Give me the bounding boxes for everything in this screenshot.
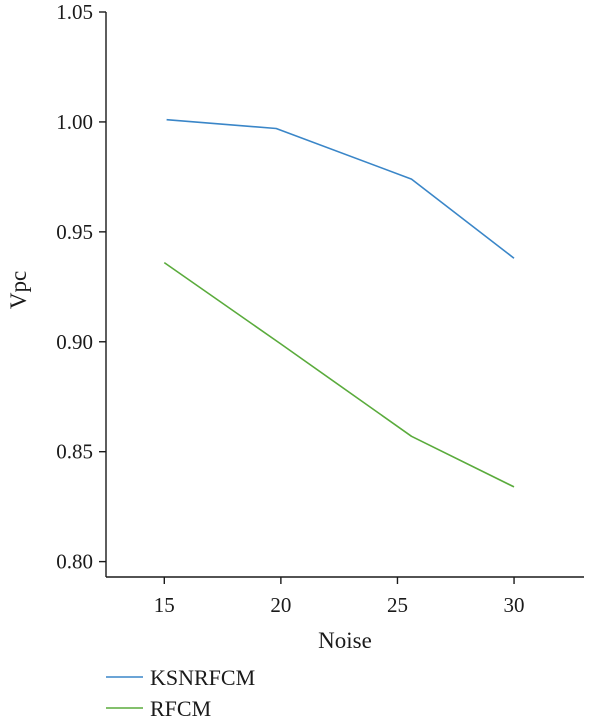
series-lines [163,118,515,488]
series-line-ksnrfcm [166,118,515,259]
x-axis-ticks: 15 20 25 30 [154,577,525,617]
legend-label-ksnrfcm: KSNRFCM [150,665,255,690]
x-tick-label: 30 [504,593,525,617]
legend-label-rfcm: RFCM [150,696,211,721]
x-tick-label: 20 [270,593,291,617]
y-tick-label: 0.85 [56,440,93,464]
chart-axes [105,12,584,578]
y-axis-ticks: 0.80 0.85 0.90 0.95 1.00 1.05 [56,0,106,574]
y-tick-label: 1.00 [56,110,93,134]
y-tick-label: 0.95 [56,220,93,244]
x-axis-title: Noise [318,628,372,653]
y-tick-label: 0.80 [56,550,93,574]
x-tick-label: 15 [154,593,175,617]
x-tick-label: 25 [387,593,408,617]
y-axis-title: Vpc [6,271,31,309]
series-line-rfcm [163,261,515,488]
y-tick-label: 0.90 [56,330,93,354]
y-tick-label: 1.05 [56,0,93,24]
legend: KSNRFCM RFCM [106,665,255,721]
